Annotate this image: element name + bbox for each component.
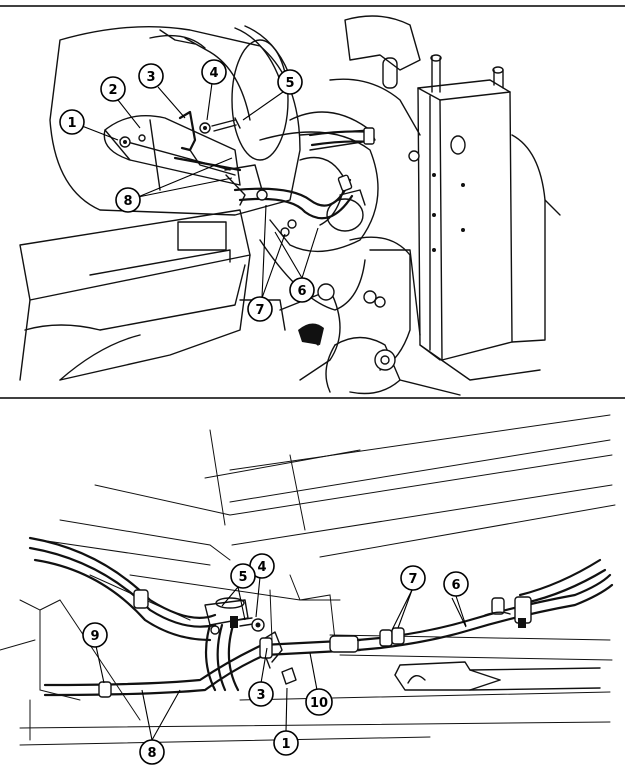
callout-top-2: 2 <box>100 76 126 102</box>
callouts-top: 1 2 3 4 5 6 7 8 <box>59 59 319 322</box>
svg-text:5: 5 <box>285 76 294 91</box>
svg-text:7: 7 <box>255 303 264 318</box>
callout-bottom-4: 4 <box>249 553 275 579</box>
callout-bottom-10: 10 <box>305 688 333 716</box>
svg-text:6: 6 <box>451 578 460 593</box>
svg-text:9: 9 <box>90 629 99 644</box>
svg-text:1: 1 <box>281 737 290 752</box>
svg-text:3: 3 <box>146 70 155 85</box>
callout-bottom-7: 7 <box>400 565 426 591</box>
svg-text:6: 6 <box>297 284 306 299</box>
callout-top-3: 3 <box>138 63 164 89</box>
svg-text:8: 8 <box>147 746 156 761</box>
svg-text:4: 4 <box>209 66 218 81</box>
svg-text:7: 7 <box>408 572 417 587</box>
svg-text:1: 1 <box>67 116 76 131</box>
svg-text:10: 10 <box>310 696 328 711</box>
callout-top-5: 5 <box>277 69 303 95</box>
callout-bottom-1: 1 <box>273 730 299 756</box>
callout-bottom-9: 9 <box>82 622 108 648</box>
callout-bottom-6: 6 <box>443 571 469 597</box>
callouts-bottom: 1 3 4 5 6 7 8 9 <box>82 553 469 765</box>
svg-text:8: 8 <box>123 194 132 209</box>
svg-text:2: 2 <box>108 83 117 98</box>
svg-text:4: 4 <box>257 560 266 575</box>
callout-bottom-5: 5 <box>230 563 256 589</box>
svg-text:3: 3 <box>256 688 265 703</box>
callout-top-6: 6 <box>289 277 315 303</box>
callout-top-1: 1 <box>59 109 85 135</box>
callout-bottom-3: 3 <box>248 681 274 707</box>
svg-text:5: 5 <box>238 570 247 585</box>
top-illustration <box>19 15 561 396</box>
callout-top-8: 8 <box>115 187 141 213</box>
bottom-illustration <box>0 414 616 746</box>
callout-top-4: 4 <box>201 59 227 85</box>
callout-bottom-8: 8 <box>139 739 165 765</box>
callout-top-7: 7 <box>247 296 273 322</box>
